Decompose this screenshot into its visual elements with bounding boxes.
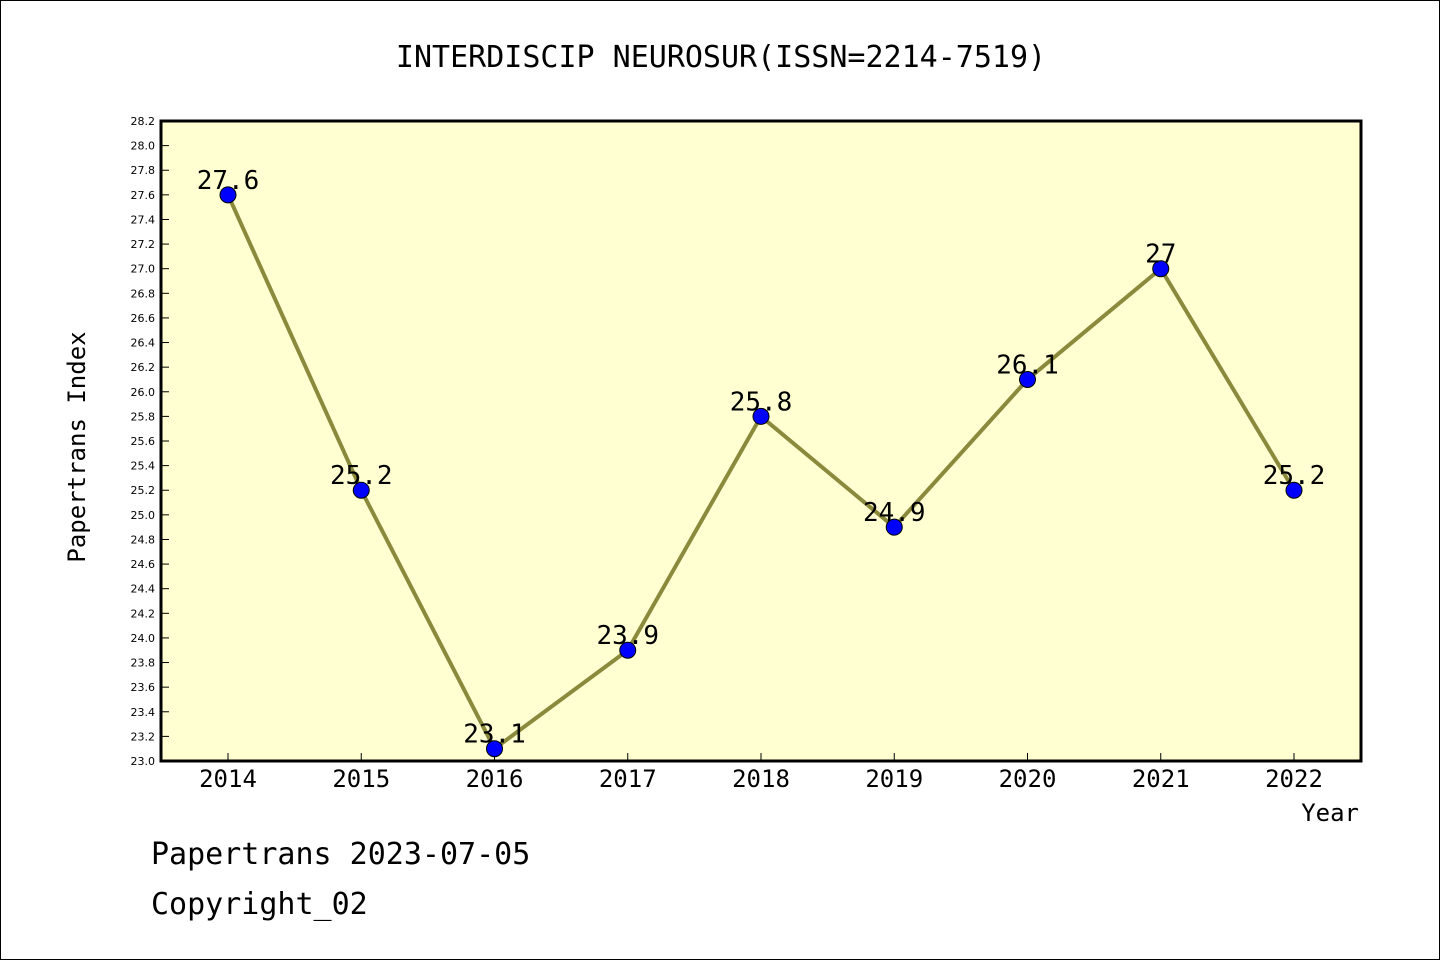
footer-copyright-text: Copyright_02 <box>151 887 368 922</box>
x-tick-label: 2019 <box>865 765 923 793</box>
x-tick-label: 2017 <box>599 765 657 793</box>
y-tick-label: 26.4 <box>131 337 156 350</box>
x-axis-ticks: 2014 2015 2016 2017 2018 2019 2020 2021 2022 <box>199 753 1323 793</box>
y-tick-label: 24.2 <box>131 607 156 620</box>
y-tick-label: 27.8 <box>131 164 156 177</box>
data-label: 25.2 <box>1263 461 1326 491</box>
plot-border <box>159 119 1363 763</box>
y-tick-label: 26.2 <box>131 361 156 374</box>
y-tick-label: 23.2 <box>131 730 156 743</box>
data-point-marker <box>352 481 370 499</box>
marker-group <box>219 186 1303 758</box>
y-axis-label: Papertrans Index <box>63 331 91 562</box>
y-tick-label: 27.2 <box>131 238 156 251</box>
y-tick-label: 23.6 <box>131 681 156 694</box>
y-tick-label: 23.8 <box>131 657 156 670</box>
data-point-marker <box>486 740 503 758</box>
x-tick-label: 2015 <box>332 765 390 793</box>
x-axis-label: Year <box>1301 799 1359 827</box>
x-tick-label: 2021 <box>1132 765 1190 793</box>
x-tick-label: 2016 <box>466 765 524 793</box>
y-tick-label: 27.0 <box>131 263 156 276</box>
x-tick-label: 2018 <box>732 765 790 793</box>
y-tick-label: 26.6 <box>131 312 156 325</box>
data-point-marker <box>1152 260 1170 278</box>
data-label: 27 <box>1145 240 1176 270</box>
footer-date-text: Papertrans 2023-07-05 <box>151 837 531 872</box>
data-point-marker <box>219 186 237 204</box>
y-tick-label: 25.6 <box>131 435 156 448</box>
y-tick-label: 26.0 <box>131 386 156 399</box>
data-point-marker <box>619 641 637 659</box>
y-tick-label: 28.0 <box>131 140 156 153</box>
y-tick-label: 27.4 <box>131 213 156 226</box>
data-label-group: 27.6 25.2 23.1 23.9 25.8 24.9 26.1 27 25.2 <box>197 166 1326 750</box>
data-label: 26.1 <box>996 350 1059 380</box>
data-point-marker <box>885 518 903 536</box>
y-tick-label: 27.6 <box>131 189 156 202</box>
y-tick-label: 26.8 <box>131 287 156 300</box>
x-tick-label: 2020 <box>999 765 1057 793</box>
y-tick-label: 24.6 <box>131 558 156 571</box>
x-tick-label: 2022 <box>1265 765 1323 793</box>
data-point-marker <box>752 407 770 425</box>
y-tick-label: 28.2 <box>131 115 156 128</box>
data-label: 23.1 <box>463 720 526 750</box>
y-tick-label: 23.4 <box>131 706 156 719</box>
y-tick-label: 25.4 <box>131 460 156 473</box>
plot-area <box>161 121 1361 761</box>
y-tick-label: 23.0 <box>131 755 156 768</box>
y-tick-label: 24.8 <box>131 533 156 546</box>
y-tick-label: 24.0 <box>131 632 156 645</box>
data-label: 24.9 <box>863 498 926 528</box>
data-point-marker <box>1285 481 1303 499</box>
y-axis-ticks: 23.0 23.2 23.4 23.6 23.8 24.0 24.2 24.4 24.6 24.8… <box>131 115 169 768</box>
data-label: 25.2 <box>330 461 393 491</box>
data-label: 23.9 <box>596 621 659 651</box>
y-tick-label: 25.2 <box>131 484 156 497</box>
x-tick-label: 2014 <box>199 765 257 793</box>
data-point-marker <box>1019 370 1036 388</box>
y-tick-label: 24.4 <box>131 583 156 596</box>
data-label: 27.6 <box>197 166 260 196</box>
y-tick-label: 25.8 <box>131 410 156 423</box>
chart-title: INTERDISCIP NEUROSUR(ISSN=2214-7519) <box>396 40 1046 75</box>
data-label: 25.8 <box>730 387 793 417</box>
y-tick-label: 25.0 <box>131 509 156 522</box>
